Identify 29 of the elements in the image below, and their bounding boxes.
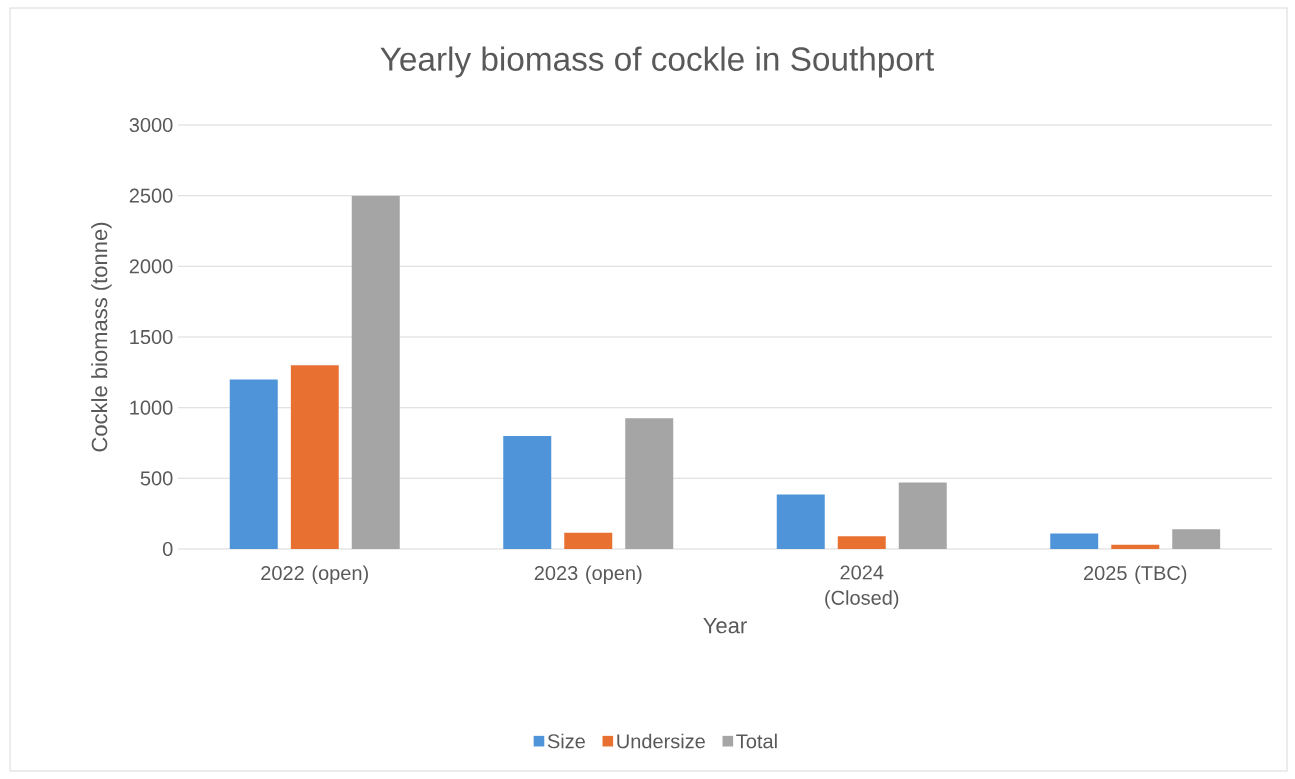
bar <box>564 532 613 549</box>
y-axis-title: Cockle biomass (tonne) <box>91 222 112 452</box>
bar <box>625 418 674 549</box>
x-tick-label: 2024 (Closed) <box>825 565 899 609</box>
bar <box>1050 533 1099 549</box>
x-axis-title: Year <box>703 617 747 634</box>
y-tick-label: 1000 <box>130 400 173 415</box>
legend-label: Size <box>547 733 585 749</box>
bar <box>290 365 339 549</box>
bar <box>351 195 400 549</box>
bar <box>898 482 947 549</box>
bar <box>229 379 278 549</box>
y-tick-label: 500 <box>140 471 173 486</box>
y-tick-label: 3000 <box>129 117 173 133</box>
x-tick-label: 2025 (TBC) <box>1084 565 1187 585</box>
y-tick-label: 0 <box>162 541 173 557</box>
x-tick-label: 2022 (open) <box>261 565 368 585</box>
legend-label: Total <box>736 733 777 749</box>
bar <box>1111 544 1160 549</box>
chart-title: Yearly biomass of cockle in Southport <box>380 46 934 78</box>
y-tick-label: 1500 <box>130 329 173 345</box>
y-tick-label: 2000 <box>129 259 173 274</box>
bar <box>837 536 886 549</box>
bar <box>1172 529 1221 549</box>
y-tick-label: 2500 <box>129 188 173 203</box>
bar <box>776 494 825 549</box>
legend-label: Undersize <box>617 733 705 749</box>
x-tick-label: 2023 (open) <box>534 565 642 585</box>
bar <box>503 435 552 549</box>
